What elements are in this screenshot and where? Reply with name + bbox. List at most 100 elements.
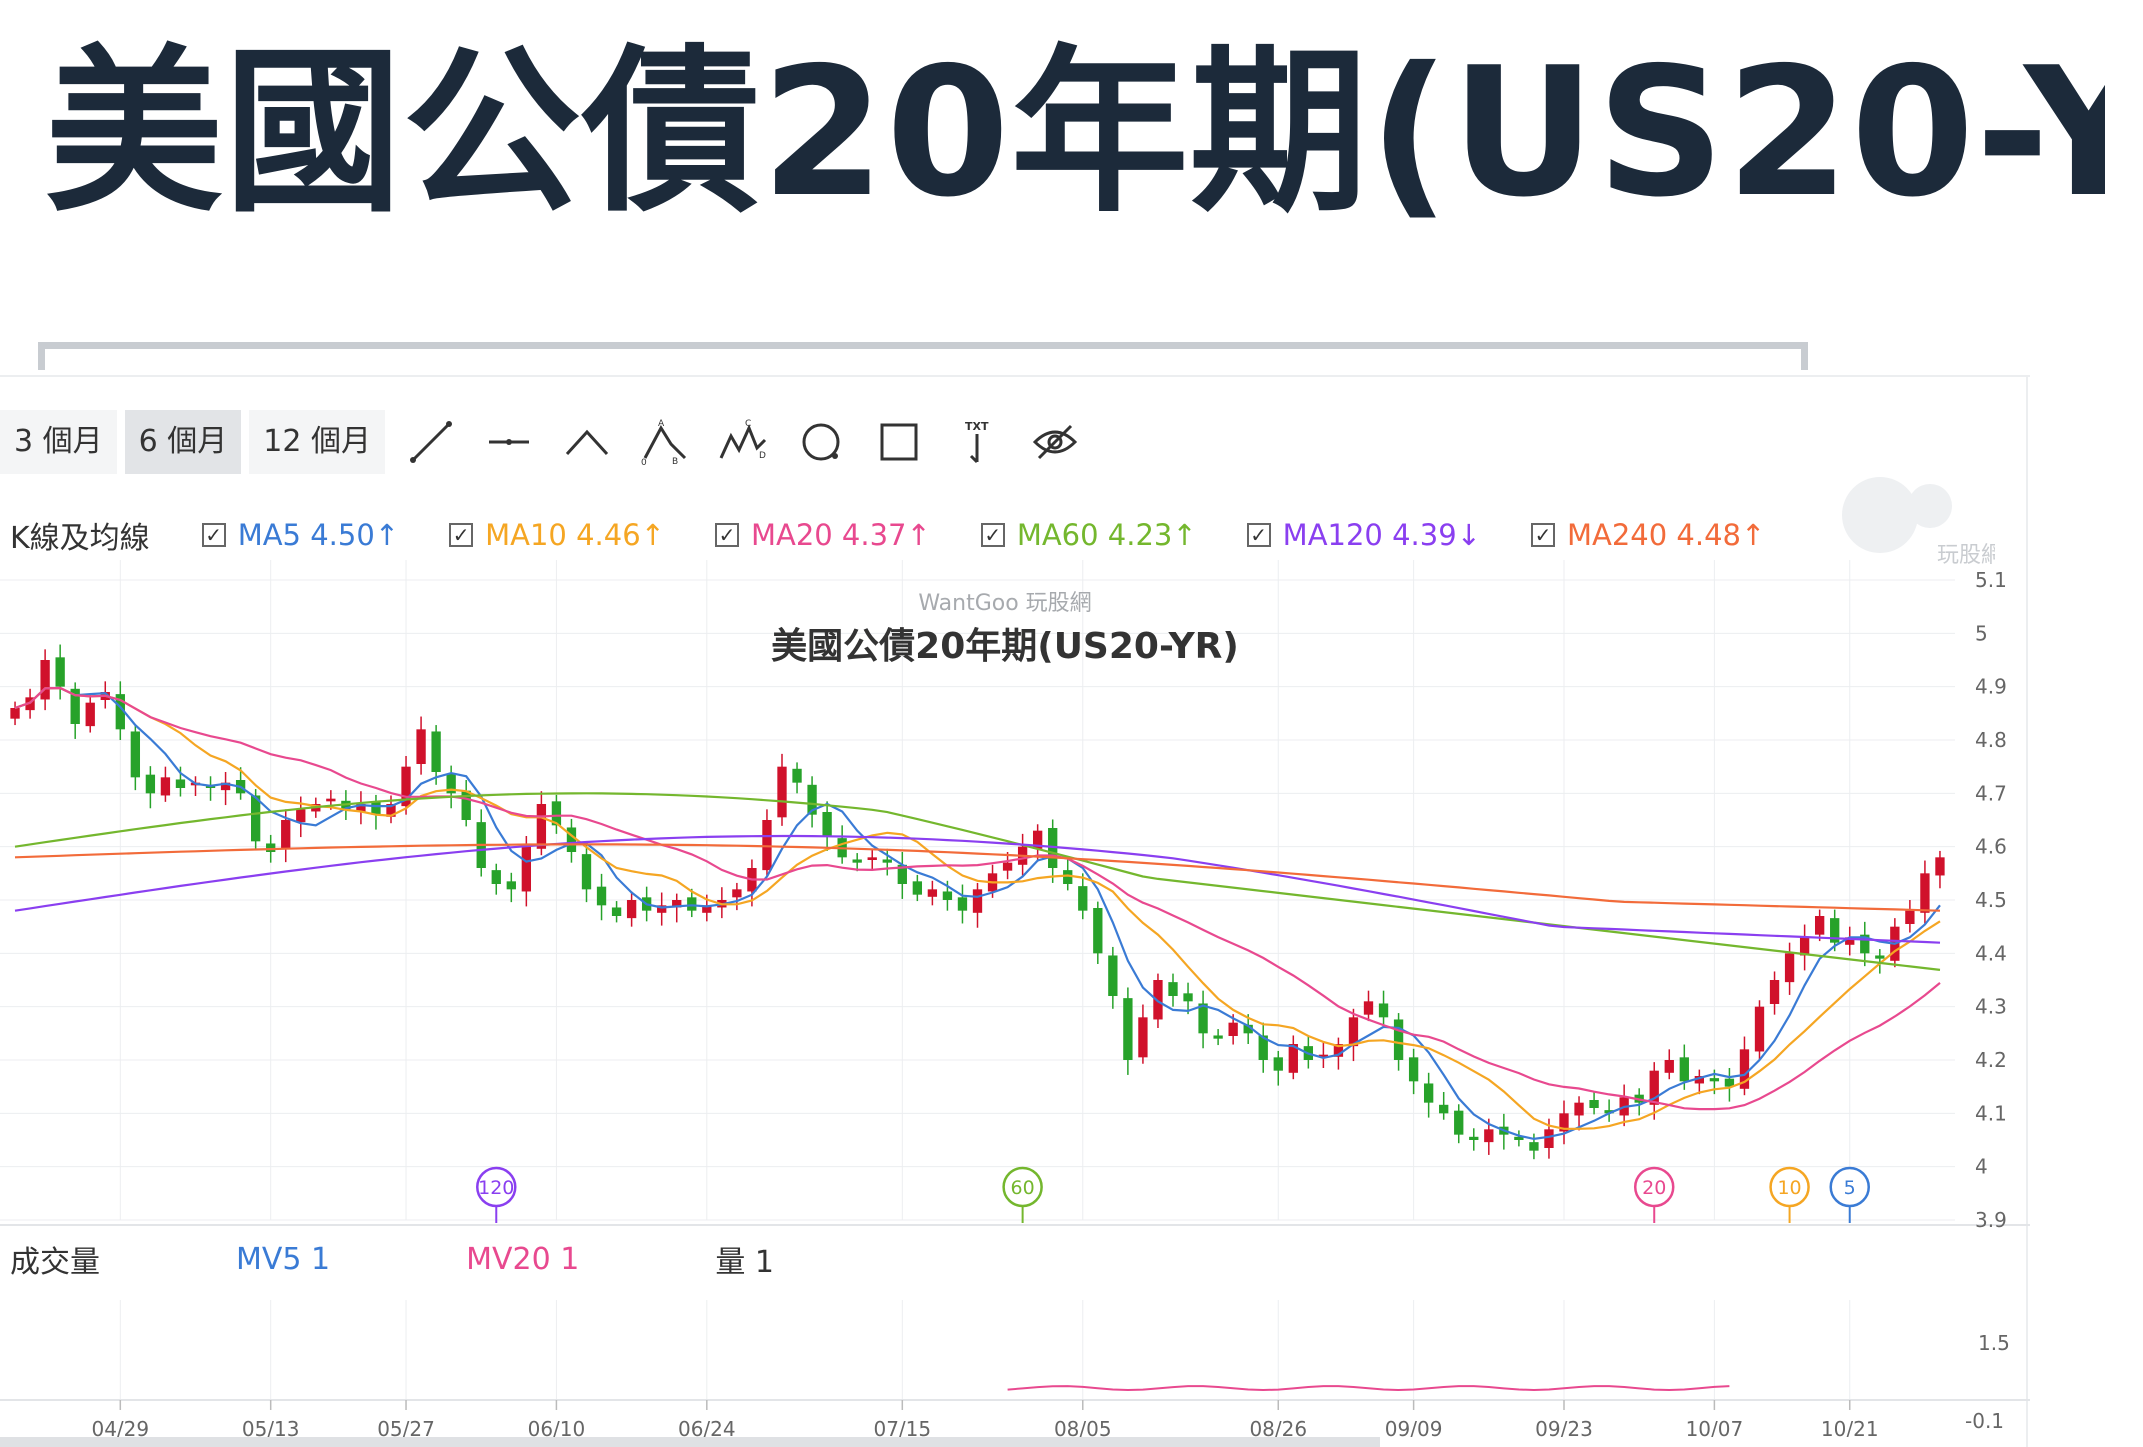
text-tool-icon[interactable]: TXT	[944, 410, 1010, 474]
checkbox-icon[interactable]: ✓	[1530, 523, 1555, 547]
x-tick-label: 10/21	[1821, 1417, 1879, 1437]
ma-legend-label: MA20 4.37↑	[750, 518, 931, 552]
candle-body	[1860, 934, 1870, 954]
price-chart: WantGoo 玩股網 美國公債20年期(US20-YR) 120 60 20 10 5…	[0, 560, 2030, 1437]
candle-body	[912, 881, 923, 895]
candle-body	[777, 766, 787, 818]
svg-text:TXT: TXT	[965, 420, 989, 433]
ma-line-20	[14, 686, 1941, 1111]
candle-body	[85, 702, 95, 727]
candle-body	[1529, 1142, 1539, 1151]
candle-body	[10, 708, 20, 719]
candle-body	[1544, 1129, 1554, 1148]
ma-marker-label: 10	[1777, 1177, 1801, 1199]
chart-watermark: WantGoo 玩股網	[918, 591, 1091, 616]
x-tick-label: 04/29	[91, 1417, 149, 1437]
ma-legend-item-ma20[interactable]: ✓ MA20 4.37↑	[714, 518, 931, 552]
ma-legend-item-ma240[interactable]: ✓ MA240 4.48↑	[1530, 518, 1766, 552]
checkbox-icon[interactable]: ✓	[1246, 523, 1271, 547]
candle-body	[1454, 1110, 1464, 1135]
y-tick-label: 4.7	[1975, 781, 2007, 805]
candle-body	[220, 782, 231, 791]
candle-body	[1724, 1078, 1735, 1087]
ma-line-5	[14, 686, 1941, 1141]
ma-legend-item-ma10[interactable]: ✓ MA10 4.46↑	[449, 518, 665, 552]
horizontal-line-tool-icon[interactable]	[476, 410, 542, 474]
candle-body	[1589, 1100, 1599, 1108]
circle-tool-icon[interactable]	[788, 410, 854, 474]
ma-legend-label: MA5 4.50↑	[237, 518, 400, 552]
candle-body	[145, 774, 156, 794]
candle-body	[1348, 1017, 1359, 1047]
candle-body	[897, 864, 907, 884]
candle-body	[972, 889, 983, 913]
y-tick-label: 5.1	[1975, 568, 2007, 592]
range-tab-6-months[interactable]: 6 個月	[124, 410, 242, 474]
candle-body	[266, 843, 276, 852]
ma-legend-item-ma120[interactable]: ✓ MA120 4.39↓	[1246, 518, 1481, 552]
y-tick-label: 4.8	[1975, 728, 2007, 752]
ma-legend-label: MA240 4.48↑	[1566, 518, 1766, 552]
candle-body	[386, 804, 396, 817]
candle-body	[70, 688, 80, 724]
svg-text:B: B	[672, 457, 678, 466]
candle-body	[762, 820, 772, 871]
scroll-bar[interactable]	[0, 1437, 1380, 1447]
candle-body	[1288, 1044, 1298, 1073]
candle-body	[491, 870, 501, 884]
candle-body	[566, 827, 577, 852]
range-tab-3-months[interactable]: 3 個月	[0, 410, 117, 474]
range-tab-12-months[interactable]: 12 個月	[249, 410, 385, 474]
candle-body	[1378, 1003, 1389, 1018]
candle-body	[1559, 1113, 1569, 1132]
candle-body	[927, 889, 938, 897]
candle-body	[1604, 1110, 1614, 1114]
ma-legend-item-ma60[interactable]: ✓ MA60 4.23↑	[980, 518, 1197, 552]
candle-body	[581, 854, 592, 890]
candle-body	[356, 804, 366, 812]
svg-text:C: C	[745, 419, 751, 429]
abcd-pattern-tool-icon[interactable]: A B 0	[632, 410, 698, 474]
y-tick-label: 4.2	[1975, 1048, 2007, 1072]
checkbox-icon[interactable]: ✓	[201, 523, 226, 547]
candle-body	[1920, 873, 1930, 913]
ma-marker-120: 120	[476, 1166, 517, 1223]
ma-marker-label: 120	[478, 1177, 514, 1199]
line-tool-icon[interactable]	[398, 410, 464, 474]
candle-body	[1769, 980, 1780, 1004]
ma-line-10	[14, 686, 1941, 1130]
volume-legend: 成交量 MV5 1 MV20 1 量 1	[10, 1236, 774, 1282]
volume-value-label: 量 1	[715, 1245, 774, 1280]
x-tick-label: 06/10	[528, 1417, 586, 1437]
rectangle-tool-icon[interactable]	[866, 410, 932, 474]
candle-body	[1318, 1054, 1329, 1058]
ma-legend-item-ma5[interactable]: ✓ MA5 4.50↑	[201, 518, 400, 552]
candle-body	[1273, 1057, 1283, 1071]
ma-legend: K線及均線 ✓ MA5 4.50↑ ✓ MA10 4.46↑ ✓ MA20 4.37↑…	[10, 512, 1815, 558]
x-tick-label: 05/13	[242, 1417, 300, 1437]
candle-body	[1709, 1078, 1720, 1082]
candle-body	[1649, 1070, 1659, 1105]
candle-body	[1799, 937, 1810, 956]
candle-body	[942, 891, 953, 900]
checkbox-icon[interactable]: ✓	[714, 523, 739, 547]
candle-body	[1739, 1049, 1750, 1089]
x-tick-label: 07/15	[873, 1417, 931, 1437]
ma-legend-label: MA120 4.39↓	[1282, 518, 1481, 552]
x-tick-label: 09/09	[1385, 1417, 1443, 1437]
candle-body	[1063, 870, 1073, 884]
ma-line-240	[14, 843, 1941, 912]
candle-body	[536, 804, 547, 849]
ma-marker-circle	[1633, 1166, 1675, 1208]
angle-tool-icon[interactable]	[554, 410, 620, 474]
hide-drawings-icon[interactable]	[1022, 410, 1088, 474]
candle-body	[1138, 1017, 1148, 1058]
checkbox-icon[interactable]: ✓	[980, 523, 1005, 547]
y-tick-label: 3.9	[1975, 1208, 2007, 1232]
candle-body	[792, 768, 802, 783]
checkbox-icon[interactable]: ✓	[449, 523, 474, 547]
page-title: 美國公債20年期(US20-YR) 技術分析	[45, 29, 2105, 236]
candle-body	[1243, 1024, 1253, 1034]
moving-average-lines	[14, 686, 1941, 1141]
